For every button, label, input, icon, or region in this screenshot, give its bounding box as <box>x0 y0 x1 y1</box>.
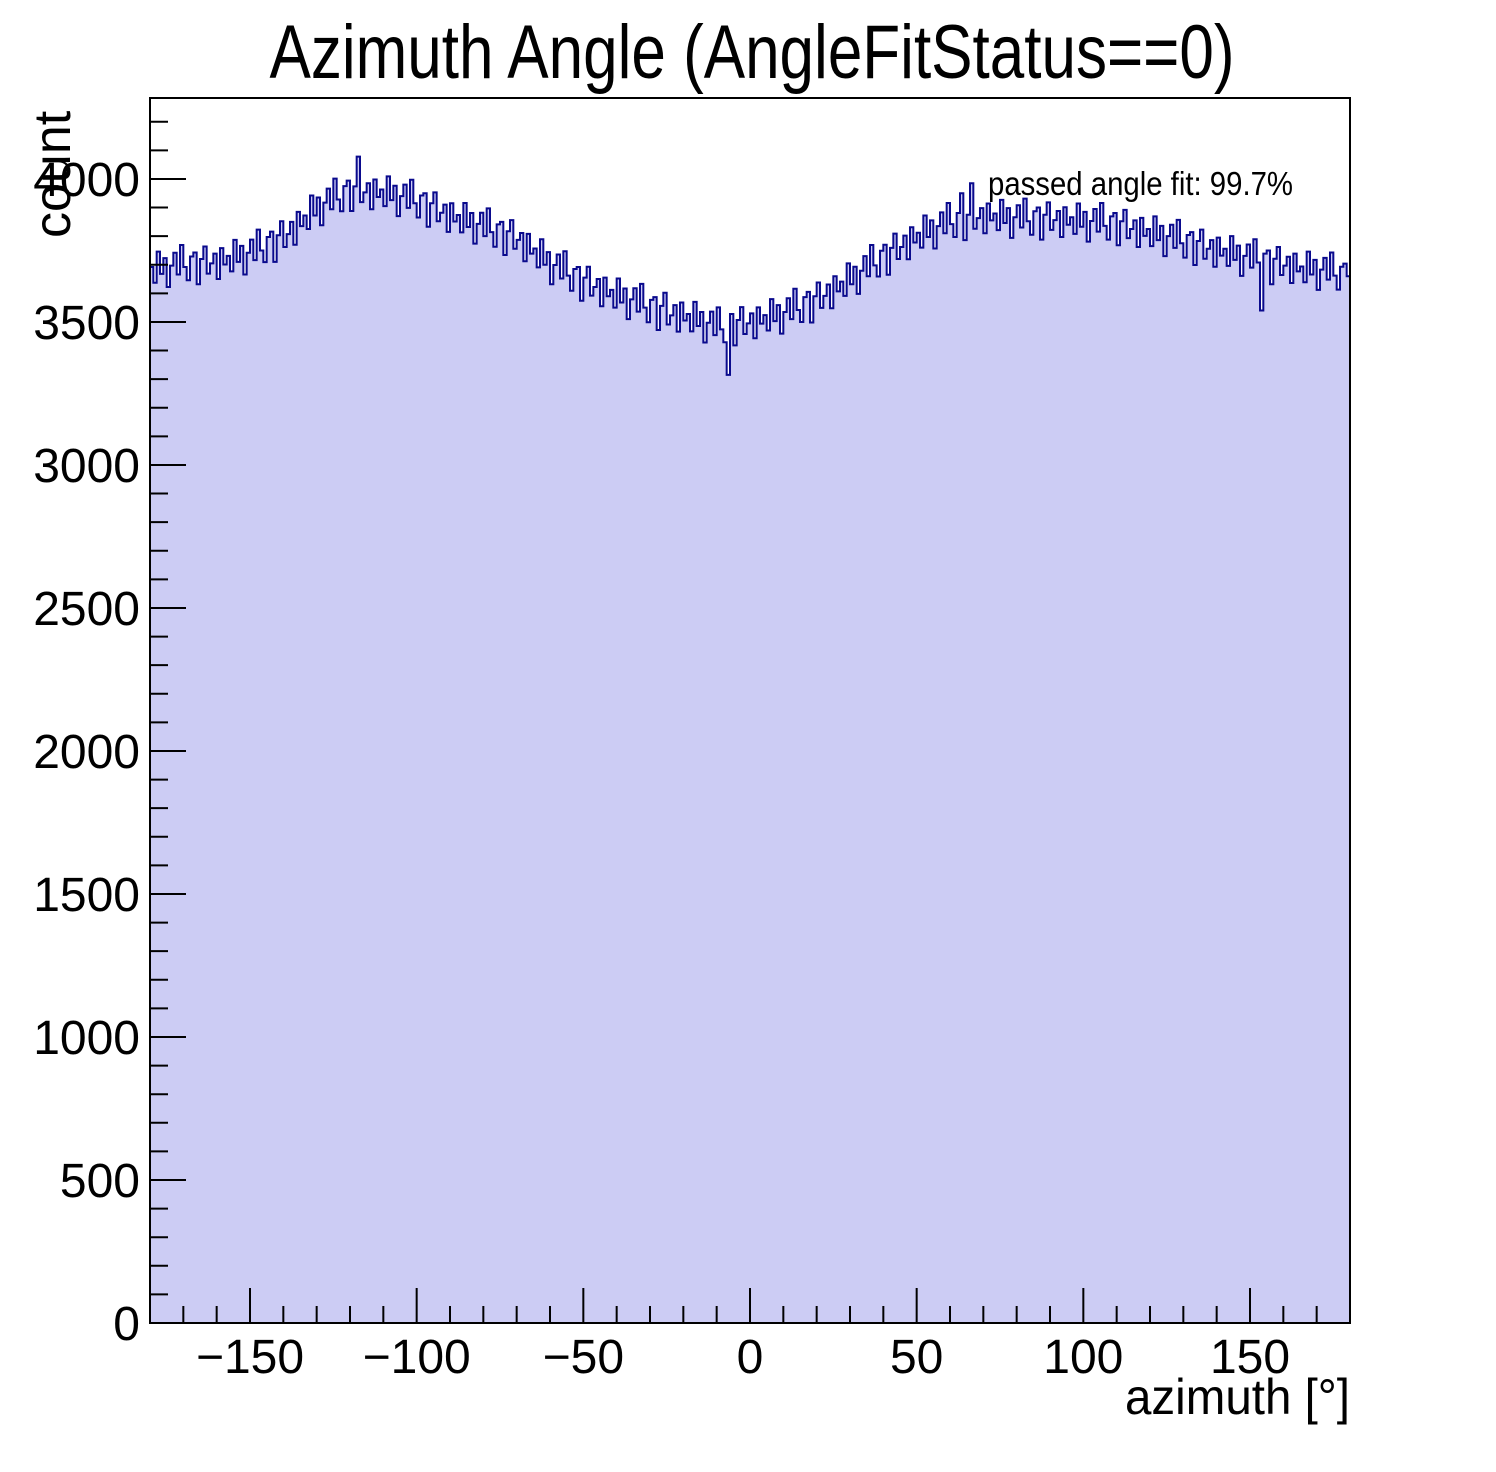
y-tick-label: 2000 <box>33 726 140 779</box>
y-axis-ticks <box>150 120 186 1324</box>
x-tick-label: −50 <box>543 1331 624 1384</box>
x-tick-label: −100 <box>363 1331 471 1384</box>
x-tick-label: 50 <box>890 1331 943 1384</box>
y-axis-label: count <box>24 110 82 238</box>
x-tick-label: 150 <box>1210 1331 1290 1384</box>
y-tick-label: 0 <box>113 1298 140 1351</box>
y-tick-label: 500 <box>60 1155 140 1208</box>
plot-title: Azimuth Angle (AngleFitStatus==0) <box>270 10 1235 95</box>
y-tick-label: 3500 <box>33 297 140 350</box>
x-tick-label: 100 <box>1043 1331 1123 1384</box>
histogram-fill-area <box>150 156 1350 1323</box>
y-tick-label: 2500 <box>33 583 140 636</box>
y-tick-label: 1000 <box>33 1012 140 1065</box>
x-tick-label: −150 <box>196 1331 304 1384</box>
x-tick-label: 0 <box>737 1331 764 1384</box>
y-axis-tick-labels: 0 500 1000 1500 2000 2500 3000 3500 4000 <box>33 154 140 1351</box>
histogram-outline <box>149 155 1351 1324</box>
x-axis-label: azimuth [°] <box>1125 1369 1350 1425</box>
passed-angle-fit-annotation: passed angle fit: 99.7% <box>988 165 1293 202</box>
y-tick-label: 1500 <box>33 869 140 922</box>
y-tick-label: 4000 <box>33 154 140 207</box>
x-axis-tick-labels: −150 −100 −50 0 50 100 150 <box>196 1331 1290 1384</box>
x-axis-ticks <box>182 1288 1318 1323</box>
y-tick-label: 3000 <box>33 440 140 493</box>
